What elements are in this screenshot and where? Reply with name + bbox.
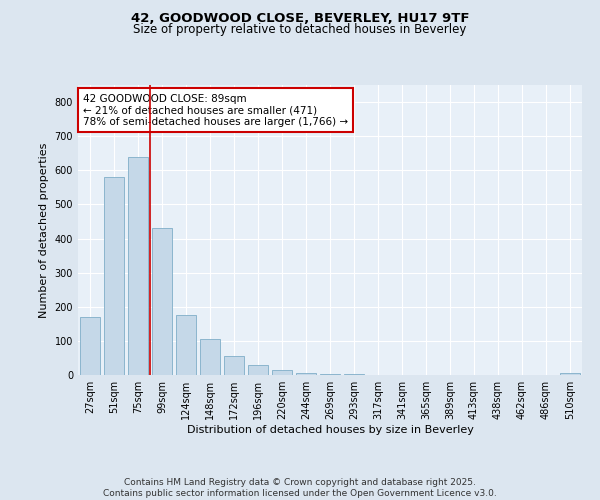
- Y-axis label: Number of detached properties: Number of detached properties: [39, 142, 49, 318]
- Bar: [320, 374, 340, 375]
- Text: Contains HM Land Registry data © Crown copyright and database right 2025.
Contai: Contains HM Land Registry data © Crown c…: [103, 478, 497, 498]
- Bar: [200, 339, 220, 375]
- Bar: [152, 228, 172, 375]
- Bar: [176, 316, 196, 375]
- Bar: [248, 365, 268, 375]
- Bar: [272, 370, 292, 375]
- Text: 42, GOODWOOD CLOSE, BEVERLEY, HU17 9TF: 42, GOODWOOD CLOSE, BEVERLEY, HU17 9TF: [131, 12, 469, 26]
- Bar: [128, 156, 148, 375]
- Text: Size of property relative to detached houses in Beverley: Size of property relative to detached ho…: [133, 22, 467, 36]
- Text: 42 GOODWOOD CLOSE: 89sqm
← 21% of detached houses are smaller (471)
78% of semi-: 42 GOODWOOD CLOSE: 89sqm ← 21% of detach…: [83, 94, 348, 127]
- X-axis label: Distribution of detached houses by size in Beverley: Distribution of detached houses by size …: [187, 425, 473, 435]
- Bar: [224, 356, 244, 375]
- Bar: [80, 317, 100, 375]
- Bar: [296, 374, 316, 375]
- Bar: [344, 374, 364, 375]
- Bar: [104, 177, 124, 375]
- Bar: [560, 374, 580, 375]
